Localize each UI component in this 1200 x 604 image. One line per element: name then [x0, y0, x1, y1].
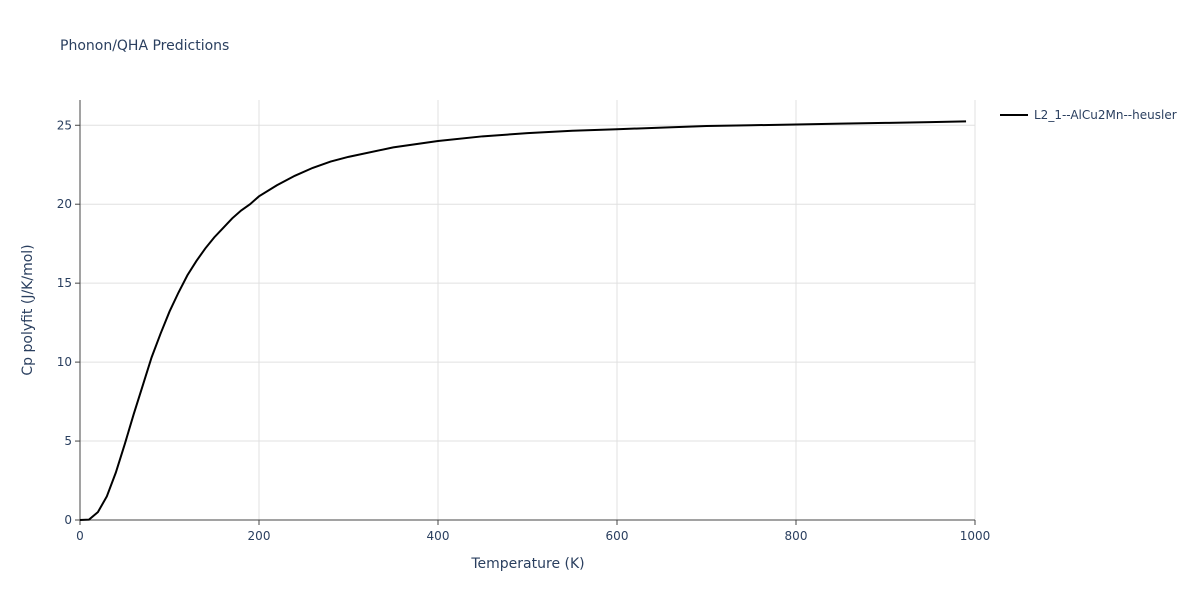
x-tick-label: 600	[606, 529, 629, 543]
y-tick-label: 0	[64, 513, 72, 527]
x-tick-label: 1000	[960, 529, 991, 543]
x-axis-title: Temperature (K)	[470, 556, 584, 572]
x-tick-label: 0	[76, 529, 84, 543]
x-tick-label: 200	[248, 529, 271, 543]
y-tick-label: 20	[57, 197, 72, 211]
y-tick-label: 15	[57, 276, 72, 290]
x-tick-label: 800	[785, 529, 808, 543]
chart-title: Phonon/QHA Predictions	[60, 38, 229, 54]
y-tick-label: 10	[57, 355, 72, 369]
data-line	[79, 120, 967, 521]
x-tick-label: 400	[427, 529, 450, 543]
legend-label: L2_1--AlCu2Mn--heusler	[1034, 108, 1177, 122]
y-axis-title: Cp polyfit (J/K/mol)	[20, 244, 36, 375]
y-tick-label: 5	[64, 434, 72, 448]
y-tick-label: 25	[57, 118, 72, 132]
